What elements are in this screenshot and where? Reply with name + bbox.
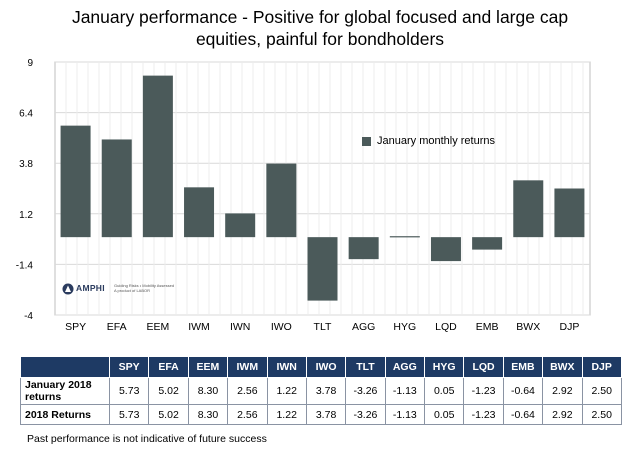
bar-efa: [101, 139, 132, 238]
chart-title: January performance - Positive for globa…: [0, 6, 640, 50]
table-cell: -0.64: [502, 404, 544, 425]
y-tick-label: 6.4: [19, 109, 33, 120]
legend-label: January monthly returns: [377, 135, 495, 147]
table-cell: 3.78: [305, 404, 347, 425]
table-cell: 2.50: [581, 404, 622, 425]
table-cell: -0.64: [502, 377, 544, 405]
bar-spy: [60, 125, 91, 238]
table-cell: 2.56: [227, 377, 268, 405]
bar-iwo: [266, 163, 297, 238]
x-tick-label: HYG: [393, 321, 416, 333]
table-header-cell: LQD: [463, 356, 504, 378]
table-cell: 5.02: [148, 404, 189, 425]
table-header-cell: DJP: [581, 356, 622, 378]
bar-emb: [472, 237, 503, 250]
logo-tagline-2: A product of LABOR: [114, 288, 151, 293]
row-label: January 2018 returns: [20, 377, 110, 405]
table-cell: 2.50: [581, 377, 622, 405]
table-cell: 2.92: [542, 377, 583, 405]
table-header-cell: EFA: [148, 356, 189, 378]
table-cell: 2.92: [542, 404, 583, 425]
table-header-row: SPY EFA EEM IWM IWN IWO TLT AGG HYG LQD EMB BWX DJP: [20, 356, 622, 378]
table-cell: 1.22: [266, 404, 307, 425]
logo-name: AMPHI: [76, 283, 105, 293]
legend: January monthly returns: [362, 135, 495, 147]
row-label-line: 2018 Returns: [25, 408, 91, 421]
table-header-cell: BWX: [542, 356, 583, 378]
y-tick-label: 9: [27, 58, 33, 69]
footnote: Past performance is not indicative of fu…: [27, 433, 267, 445]
bar-agg: [348, 237, 379, 260]
bar-tlt: [307, 237, 338, 301]
x-tick-label: TLT: [314, 321, 332, 333]
table-header-corner: [20, 356, 110, 378]
table-cell: 1.22: [266, 377, 307, 405]
x-tick-label: IWN: [230, 321, 250, 333]
y-tick-label: -1.4: [16, 260, 34, 271]
chart-title-line-1: January performance - Positive for globa…: [71, 7, 569, 27]
x-tick-label: EEM: [147, 321, 170, 333]
table-cell: -1.13: [384, 377, 426, 405]
table-header-cell: AGG: [384, 356, 426, 378]
table-header-cell: HYG: [423, 356, 465, 378]
x-tick-label: EFA: [107, 321, 127, 333]
table-row: 2018 Returns 5.73 5.02 8.30 2.56 1.22 3.78 -3.2…: [20, 404, 622, 425]
table-row: January 2018 returns 5.73 5.02 8.30 2.56 1.22 3…: [20, 377, 622, 405]
table-cell: -1.23: [463, 377, 504, 405]
table-header-cell: EEM: [187, 356, 229, 378]
table-cell: 8.30: [187, 377, 229, 405]
bar-iwn: [225, 213, 256, 238]
table-cell: 0.05: [423, 404, 465, 425]
table-header-cell: IWN: [266, 356, 307, 378]
bar-bwx: [513, 180, 544, 238]
x-tick-label: LQD: [435, 321, 457, 333]
table-cell: -3.26: [345, 377, 386, 405]
x-tick-label: IWM: [188, 321, 210, 333]
x-tick-label: EMB: [476, 321, 499, 333]
amphi-logo-icon: [62, 283, 74, 295]
table-header-cell: IWO: [305, 356, 347, 378]
table-header-cell: SPY: [108, 356, 150, 378]
legend-swatch: [362, 136, 371, 146]
bar-djp: [554, 188, 585, 238]
bar-iwm: [184, 187, 215, 238]
table-cell: 2.56: [227, 404, 268, 425]
table-cell: -1.13: [384, 404, 426, 425]
logo-tagline-1: Guiding Risks • Mobility Assessed: [114, 283, 175, 288]
bar-eem: [142, 75, 173, 238]
y-tick-label: -4: [24, 311, 33, 322]
bar-hyg: [389, 236, 420, 238]
table-cell: 3.78: [305, 377, 347, 405]
row-label: 2018 Returns: [20, 404, 110, 425]
amphi-logo: AMPHI Guiding Risks • Mobility Assessed …: [62, 281, 174, 301]
x-tick-label: BWX: [516, 321, 540, 333]
row-label-line: returns: [25, 391, 62, 403]
table-cell: 5.73: [108, 404, 150, 425]
table-cell: 5.73: [108, 377, 150, 405]
bar-chart: 9 6.4 3.8 1.2 -1.4 -4 SPY EFA EEM IWM IWN IWO TLT AGG…: [16, 58, 591, 333]
row-label-line: January 2018: [25, 379, 92, 391]
y-tick-label: 3.8: [19, 159, 33, 170]
table-header-cell: IWM: [227, 356, 268, 378]
logo-tagline: Guiding Risks • Mobility Assessed A prod…: [114, 283, 174, 293]
y-tick-label: 1.2: [19, 210, 33, 221]
table-cell: -3.26: [345, 404, 386, 425]
x-tick-label: SPY: [65, 321, 86, 333]
x-tick-label: IWO: [271, 321, 292, 333]
table-cell: -1.23: [463, 404, 504, 425]
table-cell: 0.05: [423, 377, 465, 405]
chart-title-line-2: equities, painful for bondholders: [195, 29, 445, 49]
table-header-cell: EMB: [502, 356, 544, 378]
table-cell: 8.30: [187, 404, 229, 425]
returns-table: SPY EFA EEM IWM IWN IWO TLT AGG HYG LQD EMB BWX DJP …: [20, 356, 622, 425]
x-tick-label: DJP: [560, 321, 580, 333]
bar-lqd: [430, 237, 461, 262]
table-cell: 5.02: [148, 377, 189, 405]
table-header-cell: TLT: [345, 356, 386, 378]
x-tick-label: AGG: [352, 321, 375, 333]
